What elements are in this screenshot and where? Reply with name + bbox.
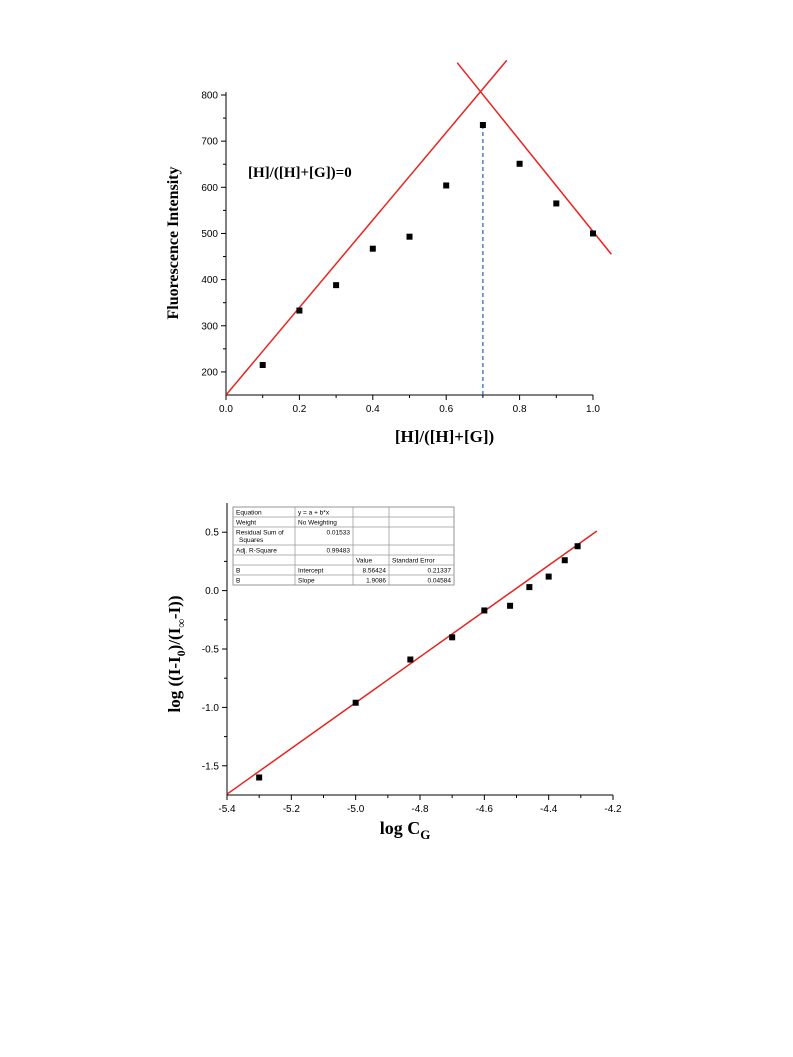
chart1-y-tick-label: 700: [201, 137, 218, 148]
chart1-x-label: [H]/([H]+[G]): [395, 427, 494, 446]
chart1-fit-line: [226, 59, 508, 395]
stats-table: Equation y = a + b*x Weight No Weighting Res…: [232, 506, 455, 586]
chart1-data-point: [296, 307, 303, 314]
chart1-y-label: Fluorescence Intensity: [165, 166, 182, 319]
chart2-y-label: log ((I-I0)/(I∞-I)): [165, 595, 188, 712]
chart1-data-point: [590, 230, 596, 237]
chart1-data-point: [479, 122, 486, 128]
chart2-data-point: [545, 573, 552, 580]
chart1-x-tick-label: 0.4: [366, 404, 380, 415]
chart2-y-tick-label: -0.5: [202, 645, 220, 656]
chart2-x-tick-label: -4.2: [604, 804, 622, 815]
stats-table-text: Residual Sum of: [236, 530, 284, 537]
stats-table-text: Squares: [239, 537, 264, 544]
chart2-x-tick-label: -5.2: [283, 804, 301, 815]
chart2-y-tick-label: 0.0: [205, 586, 219, 597]
chart2-x-tick-label: -4.4: [540, 804, 558, 815]
stats-table-text: Intercept: [298, 568, 323, 575]
chart1-y-tick-label: 400: [201, 275, 218, 286]
chart1-y-tick-label: 300: [201, 321, 218, 332]
chart1-data-point: [259, 362, 266, 368]
chart2-x-tick-label: -5.4: [218, 804, 236, 815]
stats-table-border: [232, 506, 455, 586]
stats-table-text: Standard Error: [392, 558, 435, 565]
chart2-data-point: [561, 557, 568, 564]
chart2-y-tick-label: 0.5: [205, 528, 219, 539]
chart1-y-tick-label: 600: [201, 183, 218, 194]
stats-table-text: B: [236, 568, 240, 575]
stats-table-text: 0.01533: [327, 530, 351, 537]
chart1-data-point: [406, 233, 413, 240]
chart1-data-point: [553, 200, 560, 207]
chart-job-plot: 0.0 0.2 0.4 0.6 0.8 1.0 200 300 400 500 600 700 800 […: [165, 59, 612, 446]
stats-table-text: 1.9086: [366, 578, 386, 585]
chart1-data-point: [369, 245, 376, 252]
chart1-data-point: [333, 282, 340, 289]
chart2-data-point: [352, 699, 359, 706]
chart2-x-label-sub: G: [420, 827, 430, 842]
chart2-y-label-part: )/(I: [165, 627, 184, 650]
chart1-x-tick-label: 0.2: [292, 404, 306, 415]
chart2-y-tick-label: -1.5: [202, 761, 220, 772]
chart1-fit-line: [456, 62, 612, 255]
stats-table-text: Adj. R-Square: [236, 548, 277, 555]
stats-table-text: Value: [356, 558, 373, 565]
stats-table-text: Slope: [298, 578, 315, 585]
stats-table-text: 0.99483: [327, 548, 351, 555]
chart2-data-point: [256, 774, 263, 781]
chart2-data-point: [481, 607, 488, 614]
stats-table-text: No Weighting: [298, 520, 337, 527]
chart1-annotation: [H]/([H]+[G])=0: [248, 165, 352, 181]
chart2-data-point: [574, 543, 581, 550]
chart2-x-label: log CG: [380, 818, 431, 842]
stats-table-text: y = a + b*x: [298, 510, 330, 517]
chart2-data-point: [507, 602, 514, 609]
chart1-y-tick-label: 500: [201, 229, 218, 240]
stats-table-text: 0.21337: [428, 568, 452, 575]
chart2-x-label-main: log C: [380, 818, 421, 838]
chart-log-plot: -5.4 -5.2 -5.0 -4.8 -4.6 -4.4 -4.2 -1.5 -1.0 -0.5…: [165, 503, 622, 842]
stats-table-text: 0.04584: [428, 578, 452, 585]
chart2-x-tick-label: -5.0: [347, 804, 365, 815]
chart2-y-tick-label: -1.0: [202, 703, 220, 714]
chart2-x-tick-label: -4.6: [476, 804, 494, 815]
chart1-y-tick-label: 200: [201, 367, 218, 378]
chart2-y-label-part: -I)): [165, 595, 184, 619]
chart1-x-tick-label: 0.0: [219, 404, 233, 415]
chart1-data-point: [516, 160, 523, 167]
chart2-y-label-part: ∞: [174, 619, 188, 628]
chart1-y-tick-label: 800: [201, 91, 218, 102]
chart2-y-label-part: log ((I-I: [165, 656, 184, 713]
chart2-data-point: [449, 634, 456, 641]
stats-table-text: Equation: [236, 510, 262, 517]
chart1-x-tick-label: 1.0: [586, 404, 600, 415]
chart1-x-tick-label: 0.6: [439, 404, 453, 415]
chart2-x-tick-label: -4.8: [411, 804, 429, 815]
chart2-data-point: [526, 584, 533, 591]
stats-table-text: B: [236, 578, 240, 585]
chart1-x-tick-label: 0.8: [513, 404, 527, 415]
stats-table-text: 8.56424: [363, 568, 387, 575]
chart2-data-point: [407, 656, 414, 663]
stats-table-text: Weight: [236, 520, 256, 527]
chart2-fit-line: [226, 530, 598, 795]
chart1-data-point: [443, 182, 450, 189]
chart2-y-label-part: 0: [174, 650, 188, 656]
stats-table-cell: [388, 574, 455, 586]
